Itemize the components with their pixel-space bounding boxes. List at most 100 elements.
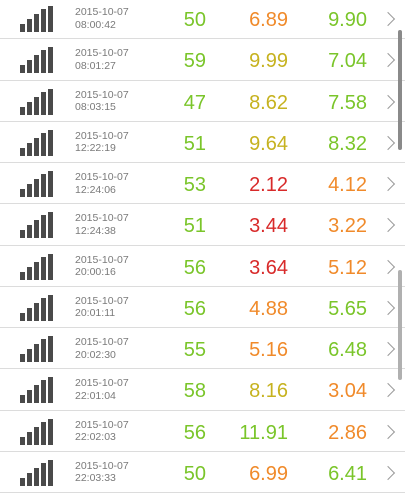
value-3: 5.12 — [328, 256, 367, 279]
signal-strength-icon — [20, 377, 54, 404]
scrollbar-secondary[interactable] — [398, 270, 402, 380]
chevron-right-icon[interactable] — [380, 424, 396, 439]
timestamp-date: 2015-10-07 — [75, 212, 129, 225]
chevron-right-icon[interactable] — [380, 176, 396, 192]
list-item[interactable]: 2015-10-07 20:01:11 56 4.88 5.65 — [0, 287, 405, 328]
timestamp-time: 22:02:03 — [75, 431, 116, 443]
chevron-right-icon[interactable] — [380, 53, 396, 68]
value-1: 56 — [183, 297, 206, 320]
list-item[interactable]: 2015-10-07 08:00:42 50 6.89 9.90 — [0, 0, 405, 40]
value-2: 9.64 — [249, 132, 288, 155]
timestamp-time: 08:00:42 — [75, 18, 116, 31]
value-2: 11.91 — [239, 421, 288, 444]
timestamp: 2015-10-07 20:02:30 — [75, 336, 129, 361]
timestamp-date: 2015-10-07 — [75, 253, 129, 266]
timestamp-date: 2015-10-07 — [75, 418, 129, 431]
timestamp-date: 2015-10-07 — [75, 47, 129, 60]
timestamp-date: 2015-10-07 — [75, 129, 129, 142]
list-item[interactable]: 2015-10-07 08:03:15 47 8.62 7.58 — [0, 81, 405, 122]
value-1: 51 — [183, 215, 206, 238]
value-1: 55 — [183, 339, 206, 361]
value-3: 2.86 — [328, 421, 367, 444]
signal-strength-icon — [20, 212, 54, 239]
value-3: 7.04 — [328, 50, 367, 73]
timestamp-time: 12:24:38 — [75, 224, 116, 237]
signal-strength-icon — [20, 294, 54, 321]
chevron-right-icon[interactable] — [380, 341, 396, 357]
timestamp: 2015-10-07 12:24:06 — [75, 171, 129, 196]
chevron-right-icon[interactable] — [380, 465, 396, 480]
timestamp-date: 2015-10-07 — [75, 6, 129, 18]
value-1: 56 — [183, 256, 206, 279]
value-1: 58 — [183, 380, 206, 403]
timestamp-time: 20:00:16 — [75, 266, 116, 278]
list-item[interactable]: 2015-10-07 20:00:16 56 3.64 5.12 — [0, 246, 405, 287]
timestamp-time: 08:03:15 — [75, 101, 116, 113]
timestamp-time: 12:22:19 — [75, 142, 116, 155]
value-1: 51 — [183, 132, 206, 155]
timestamp: 2015-10-07 08:00:42 — [75, 6, 129, 31]
signal-strength-icon — [20, 88, 54, 115]
chevron-right-icon[interactable] — [380, 259, 396, 274]
value-2: 5.16 — [249, 339, 288, 361]
value-2: 3.64 — [249, 256, 288, 279]
value-2: 3.44 — [249, 215, 288, 238]
timestamp: 2015-10-07 08:01:27 — [75, 47, 129, 72]
signal-strength-icon — [20, 171, 54, 197]
list-item[interactable]: 2015-10-07 12:24:06 53 2.12 4.12 — [0, 163, 405, 205]
list-item[interactable]: 2015-10-07 08:01:27 59 9.99 7.04 — [0, 39, 405, 81]
timestamp-time: 22:01:04 — [75, 389, 116, 402]
scrollbar[interactable] — [398, 30, 402, 150]
list-item[interactable]: 2015-10-07 12:24:38 51 3.44 3.22 — [0, 204, 405, 246]
timestamp: 2015-10-07 12:22:19 — [75, 130, 129, 155]
signal-strength-icon — [20, 6, 54, 32]
timestamp-time: 22:03:33 — [75, 472, 116, 485]
chevron-right-icon[interactable] — [380, 300, 396, 315]
value-3: 3.04 — [328, 380, 367, 403]
timestamp-time: 20:01:11 — [75, 307, 116, 320]
value-1: 47 — [183, 91, 206, 114]
value-2: 9.99 — [249, 50, 288, 73]
value-3: 5.65 — [328, 297, 367, 320]
value-2: 6.89 — [249, 9, 288, 31]
timestamp-date: 2015-10-07 — [75, 294, 129, 307]
list-item[interactable]: 2015-10-07 20:02:30 55 5.16 6.48 — [0, 328, 405, 370]
signal-strength-icon — [20, 336, 54, 362]
chevron-right-icon[interactable] — [380, 135, 396, 150]
value-3: 6.48 — [328, 339, 367, 361]
value-3: 3.22 — [328, 215, 367, 238]
signal-strength-icon — [20, 47, 54, 74]
timestamp-date: 2015-10-07 — [75, 171, 129, 183]
timestamp-time: 08:01:27 — [75, 59, 116, 72]
value-2: 8.62 — [249, 91, 288, 114]
timestamp: 2015-10-07 20:01:11 — [75, 295, 129, 320]
chevron-right-icon[interactable] — [380, 11, 396, 27]
value-3: 7.58 — [328, 91, 367, 114]
timestamp: 2015-10-07 20:00:16 — [75, 254, 129, 279]
value-2: 2.12 — [249, 174, 288, 196]
value-3: 8.32 — [328, 132, 367, 155]
chevron-right-icon[interactable] — [380, 94, 396, 109]
list-item[interactable]: 2015-10-07 22:03:33 50 6.99 6.41 — [0, 452, 405, 493]
timestamp-time: 20:02:30 — [75, 348, 116, 361]
list-item[interactable]: 2015-10-07 22:02:03 56 11.91 2.86 — [0, 411, 405, 452]
timestamp: 2015-10-07 12:24:38 — [75, 212, 129, 237]
chevron-right-icon[interactable] — [380, 218, 396, 233]
value-1: 59 — [183, 50, 206, 73]
signal-strength-icon — [20, 459, 54, 486]
chevron-right-icon[interactable] — [380, 383, 396, 398]
timestamp-date: 2015-10-07 — [75, 459, 129, 472]
timestamp-date: 2015-10-07 — [75, 336, 129, 348]
value-2: 4.88 — [249, 297, 288, 320]
list-item[interactable]: 2015-10-07 12:22:19 51 9.64 8.32 — [0, 122, 405, 163]
value-3: 6.41 — [328, 462, 367, 485]
timestamp: 2015-10-07 22:02:03 — [75, 419, 129, 444]
signal-strength-icon — [20, 418, 54, 445]
list-item[interactable]: 2015-10-07 22:01:04 58 8.16 3.04 — [0, 369, 405, 411]
timestamp: 2015-10-07 22:03:33 — [75, 460, 129, 485]
timestamp-time: 12:24:06 — [75, 183, 116, 196]
value-3: 9.90 — [328, 9, 367, 31]
value-3: 4.12 — [328, 174, 367, 196]
timestamp-date: 2015-10-07 — [75, 88, 129, 101]
